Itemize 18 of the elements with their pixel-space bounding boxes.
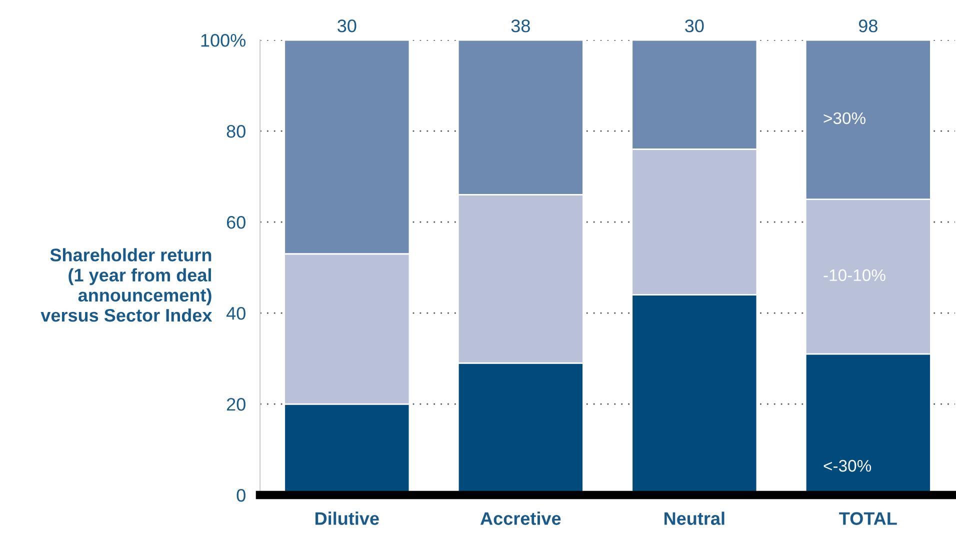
y-tick-label: 0: [236, 488, 246, 502]
x-tick-label: Accretive: [480, 512, 561, 525]
y-tick-label: 20: [226, 398, 246, 411]
y-tick-label: 100%: [201, 34, 246, 47]
annotation: 98: [858, 20, 878, 32]
y-axis-title: Shareholder return (1 year from deal announcement) versus Sector Index: [40, 248, 212, 322]
annotation: 30: [338, 20, 356, 32]
x-tick-label: TOTAL: [839, 512, 897, 525]
x-tick-label: Neutral: [664, 512, 724, 525]
series-label: <-30%: [824, 460, 872, 472]
y-tick-label: 80: [226, 124, 246, 138]
annotation: 38: [511, 20, 530, 32]
x-tick-label: Dilutive: [316, 512, 379, 525]
y-tick-label: 60: [226, 216, 246, 229]
y-tick-label: 40: [226, 306, 246, 320]
annotation: 30: [685, 20, 704, 32]
series-label: >30%: [824, 112, 866, 124]
series-label: -10-10%: [824, 269, 886, 282]
